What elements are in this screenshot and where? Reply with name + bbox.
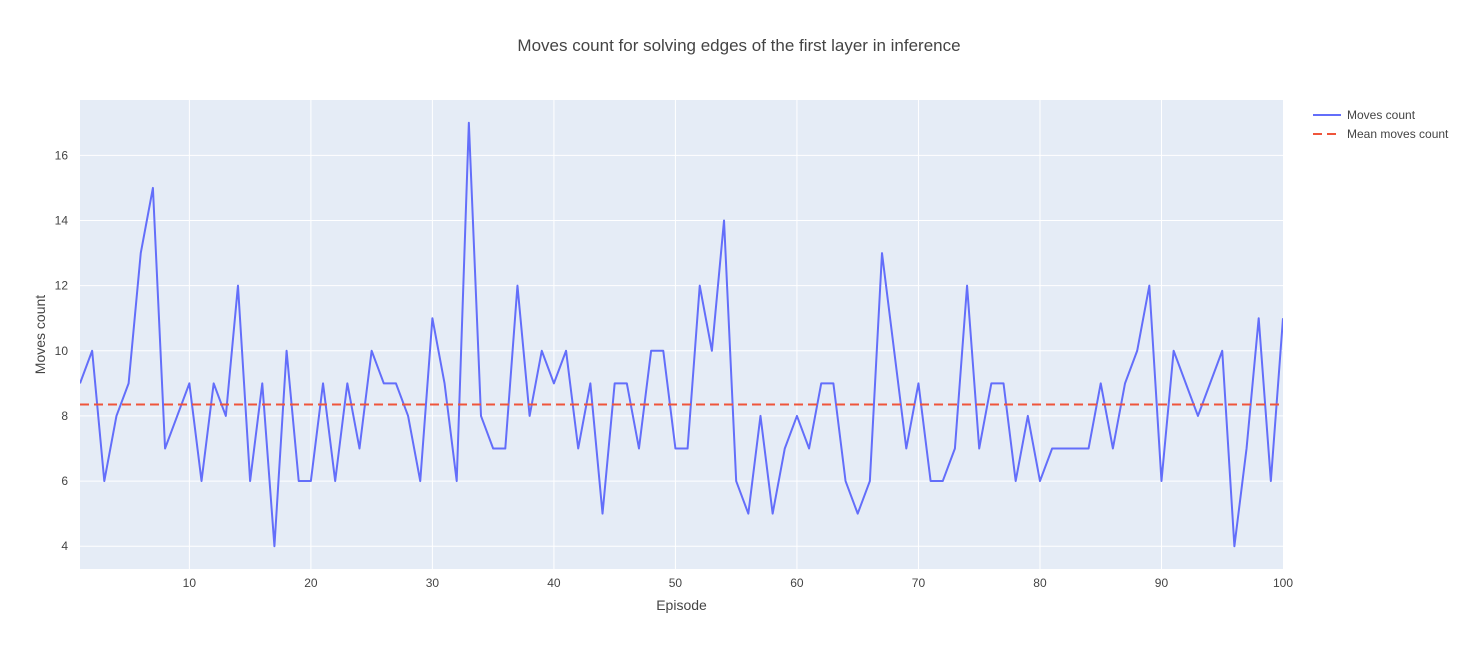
- x-tick-label: 80: [1033, 576, 1047, 590]
- y-tick-label: 10: [55, 344, 69, 358]
- x-tick-label: 60: [790, 576, 804, 590]
- legend-label-mean-moves-count: Mean moves count: [1347, 127, 1449, 141]
- y-axis-title: Moves count: [32, 295, 48, 374]
- y-tick-label: 6: [61, 474, 68, 488]
- series-line-moves-count: [80, 121, 1283, 548]
- x-tick-label: 50: [669, 576, 683, 590]
- chart-title: Moves count for solving edges of the fir…: [517, 36, 960, 55]
- x-tick-label: 20: [304, 576, 318, 590]
- y-tick-label: 12: [55, 279, 69, 293]
- y-tick-label: 14: [55, 214, 69, 228]
- x-tick-label: 100: [1273, 576, 1293, 590]
- legend[interactable]: Moves count Mean moves count: [1313, 108, 1449, 141]
- y-tick-label: 8: [61, 409, 68, 423]
- legend-item-moves-count[interactable]: Moves count: [1313, 108, 1416, 122]
- tick-labels: 10 20 30 40 50 60 70 80 90 100 4 6 8 10 12 14 16: [55, 148, 1294, 590]
- plot-area: [80, 100, 1283, 569]
- y-tick-label: 4: [61, 539, 68, 553]
- x-tick-label: 90: [1155, 576, 1169, 590]
- legend-item-mean-moves-count[interactable]: Mean moves count: [1313, 127, 1449, 141]
- x-tick-label: 40: [547, 576, 561, 590]
- grid-lines: [80, 100, 1283, 569]
- x-tick-label: 10: [183, 576, 197, 590]
- x-axis-title: Episode: [656, 597, 707, 613]
- legend-label-moves-count: Moves count: [1347, 108, 1416, 122]
- x-tick-label: 30: [426, 576, 440, 590]
- y-tick-label: 16: [55, 148, 69, 162]
- series-lines: [80, 121, 1283, 548]
- x-tick-label: 70: [912, 576, 926, 590]
